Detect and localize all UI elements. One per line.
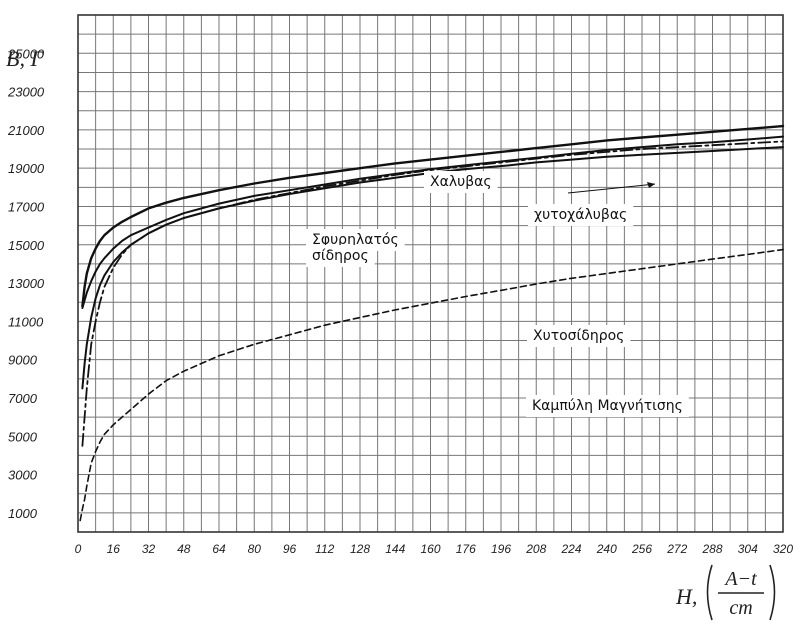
x-tick-label: 176 [456, 542, 476, 556]
series-line-5 [79, 248, 784, 522]
unit-left-paren [706, 564, 713, 621]
x-tick-label: 80 [248, 542, 262, 556]
label-cast-steel-background [528, 204, 634, 226]
label-wrought-iron-line2-background [306, 245, 375, 267]
label-magnetization-curve: Καμπύλη Μαγνήτισης [532, 398, 683, 414]
label-cast-iron: Χυτοσίδηρος [533, 328, 624, 344]
x-tick-label: 320 [773, 542, 793, 556]
x-tick-label: 0 [75, 542, 82, 556]
y-tick-label: 21000 [7, 123, 45, 138]
x-unit-numerator: A−t [723, 568, 757, 590]
leader-arrow-cast-steel [647, 182, 655, 188]
x-axis-unit: A−t cm [706, 564, 776, 621]
y-tick-label: 13000 [8, 276, 45, 291]
series-line-2 [81, 135, 784, 309]
label-cast-steel: χυτοχάλυβας [534, 207, 627, 223]
x-tick-label: 144 [385, 542, 405, 556]
x-tick-label: 304 [738, 542, 758, 556]
y-tick-label: 15000 [8, 238, 45, 253]
label-cast-iron-background [527, 325, 631, 347]
unit-right-paren [769, 564, 776, 621]
y-tick-labels: 1000 3000 5000 7000 9000 11000 13000 15000 17000… [7, 46, 45, 521]
label-wrought-iron-line2: σίδηρος [312, 248, 369, 264]
grid [77, 14, 784, 533]
y-tick-label: 23000 [7, 85, 45, 100]
plot-border [77, 14, 784, 533]
x-tick-label: 16 [107, 542, 121, 556]
x-tick-label: 240 [596, 542, 617, 556]
plot-frame [77, 14, 784, 533]
x-tick-label: 128 [350, 542, 370, 556]
x-tick-label: 64 [212, 542, 226, 556]
label-steel: Χαλυβας [430, 174, 492, 190]
x-tick-label: 272 [666, 542, 687, 556]
series-line-1 [81, 124, 785, 308]
x-tick-label: 160 [420, 542, 440, 556]
y-tick-label: 1000 [8, 506, 38, 521]
x-tick-label: 196 [491, 542, 511, 556]
y-tick-label: 3000 [8, 468, 38, 483]
y-tick-label: 25000 [7, 46, 45, 61]
label-wrought-iron-line1: Σφυρηλατός [312, 232, 399, 248]
y-axis-title: B, Γ [6, 46, 44, 71]
y-tick-label: 17000 [8, 199, 45, 214]
label-steel-background [424, 171, 498, 193]
x-axis-title: H, [675, 584, 697, 609]
x-tick-label: 256 [631, 542, 652, 556]
x-tick-label: 32 [142, 542, 156, 556]
x-tick-label: 112 [315, 542, 334, 556]
leader-line-cast-steel [567, 183, 656, 194]
x-tick-labels: 0 16 32 48 64 80 96 112 128 144 160 176 196 208 224 240… [75, 542, 794, 556]
x-tick-label: 288 [701, 542, 722, 556]
y-tick-label: 19000 [8, 161, 45, 176]
curves [79, 124, 785, 522]
y-tick-label: 7000 [8, 391, 38, 406]
y-tick-label: 9000 [8, 353, 38, 368]
x-unit-denominator: cm [729, 597, 752, 619]
x-tick-label: 96 [283, 542, 297, 556]
series-line-4 [81, 140, 784, 447]
y-tick-label: 5000 [8, 429, 38, 444]
x-tick-label: 48 [177, 542, 191, 556]
label-magnetization-curve-background [526, 395, 689, 417]
x-tick-label: 208 [525, 542, 546, 556]
y-tick-label: 11000 [8, 314, 44, 329]
x-tick-label: 224 [560, 542, 581, 556]
